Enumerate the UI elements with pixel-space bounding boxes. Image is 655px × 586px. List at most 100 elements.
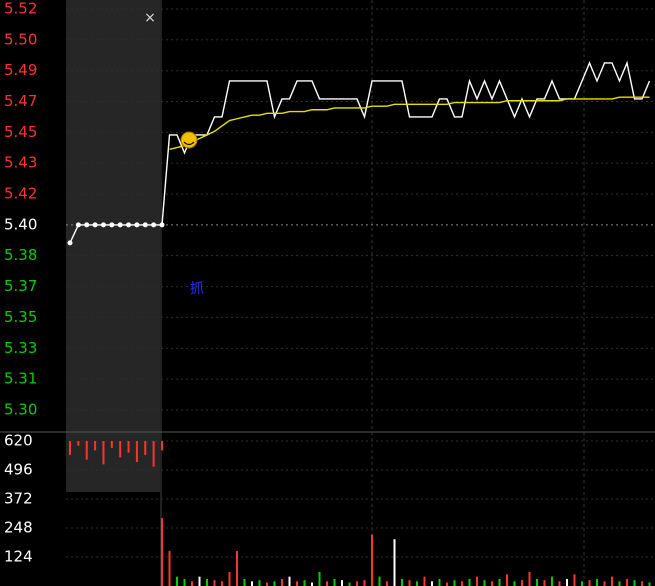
- y-tick-label: 248: [4, 519, 33, 537]
- volume-bar: [588, 580, 591, 586]
- volume-bar: [288, 576, 291, 586]
- volume-bar: [243, 578, 246, 586]
- volume-bar: [127, 441, 130, 453]
- volume-bar: [491, 581, 493, 586]
- volume-bar: [633, 580, 636, 586]
- volume-bar: [85, 441, 88, 460]
- volume-bar: [513, 581, 516, 586]
- volume-bar: [221, 581, 223, 586]
- volume-bar: [431, 581, 433, 586]
- volume-bar: [581, 581, 583, 586]
- volume-bar: [303, 580, 306, 586]
- volume-bar: [266, 582, 268, 586]
- y-tick-label: 5.38: [4, 246, 37, 264]
- y-tick-label: 5.31: [4, 370, 37, 388]
- price-dot: [126, 222, 132, 228]
- smiley-mouth: [183, 141, 195, 146]
- volume-bar: [326, 581, 328, 586]
- volume-bar: [506, 574, 508, 586]
- price-line: [169, 96, 650, 151]
- price-dot: [142, 222, 148, 228]
- y-tick-label: 5.37: [4, 277, 37, 295]
- volume-bar: [453, 580, 456, 586]
- volume-bar: [341, 580, 343, 586]
- volume-bar: [461, 581, 463, 586]
- y-tick-label: 5.40: [4, 215, 37, 233]
- y-tick-label: 5.30: [4, 401, 37, 419]
- volume-bar: [566, 578, 568, 586]
- volume-bar: [110, 441, 113, 449]
- price-dot: [117, 222, 123, 228]
- price-dot: [151, 222, 157, 228]
- y-tick-label: 5.43: [4, 154, 37, 172]
- volume-bar: [183, 578, 186, 586]
- price-dot: [134, 222, 140, 228]
- volume-bar: [618, 581, 621, 586]
- annotation: 抓: [190, 281, 204, 297]
- volume-bar: [258, 580, 261, 586]
- volume-bar: [311, 582, 313, 586]
- smiley: [180, 131, 198, 149]
- volume-bar: [558, 581, 561, 586]
- y-tick-label: 620: [4, 432, 33, 450]
- volume-bar: [626, 578, 628, 586]
- price-dot: [84, 222, 90, 228]
- y-tick-label: 5.47: [4, 92, 37, 110]
- volume-bar: [603, 581, 606, 586]
- volume-bar: [401, 578, 403, 586]
- volume-bar: [296, 581, 298, 586]
- volume-bar: [135, 441, 138, 463]
- y-tick-label: 5.49: [4, 61, 37, 79]
- volume-bar: [191, 581, 193, 586]
- y-tick-label: 5.33: [4, 339, 37, 357]
- volume-bar: [236, 550, 238, 586]
- price-dot: [92, 222, 98, 228]
- volume-bar: [198, 576, 201, 586]
- volume-bar: [641, 581, 643, 586]
- volume-bar: [176, 576, 178, 586]
- volume-bar: [476, 576, 478, 586]
- price-dot: [67, 240, 73, 246]
- volume-bar: [206, 578, 208, 586]
- volume-bar: [386, 581, 388, 586]
- volume-bar: [371, 534, 373, 586]
- volume-bar: [498, 578, 501, 586]
- volume-bar: [333, 578, 336, 586]
- volume-bar: [144, 441, 147, 456]
- volume-bar: [94, 441, 97, 451]
- volume-bar: [551, 576, 553, 586]
- volume-bar: [528, 571, 531, 586]
- volume-bar: [573, 574, 576, 586]
- price-dot: [75, 222, 81, 228]
- volume-bar: [446, 582, 448, 586]
- volume-bar: [161, 441, 163, 451]
- y-tick-label: 496: [4, 461, 33, 479]
- volume-bar: [228, 571, 231, 586]
- close-icon[interactable]: ×: [144, 10, 156, 26]
- volume-bar: [416, 581, 418, 586]
- volume-bar: [536, 578, 538, 586]
- volume-bar: [348, 582, 351, 586]
- volume-bar: [611, 576, 613, 586]
- volume-bar: [168, 550, 171, 586]
- volume-bar: [281, 578, 283, 586]
- auction-shade: [66, 0, 160, 492]
- y-tick-label: 5.52: [4, 0, 37, 17]
- volume-bar: [152, 441, 155, 467]
- y-tick-label: 5.42: [4, 185, 37, 203]
- volume-bar: [543, 580, 546, 586]
- volume-bar: [251, 581, 253, 586]
- y-tick-label: 5.50: [4, 30, 37, 48]
- price-dot: [109, 222, 115, 228]
- volume-bar: [468, 578, 471, 586]
- volume-bar: [119, 441, 122, 458]
- volume-bar: [102, 441, 105, 465]
- volume-bar: [521, 580, 523, 586]
- y-tick-label: 372: [4, 490, 33, 508]
- volume-bar: [408, 580, 411, 586]
- volume-bar: [438, 578, 441, 586]
- volume-bar: [213, 580, 216, 586]
- volume-bar: [77, 441, 80, 446]
